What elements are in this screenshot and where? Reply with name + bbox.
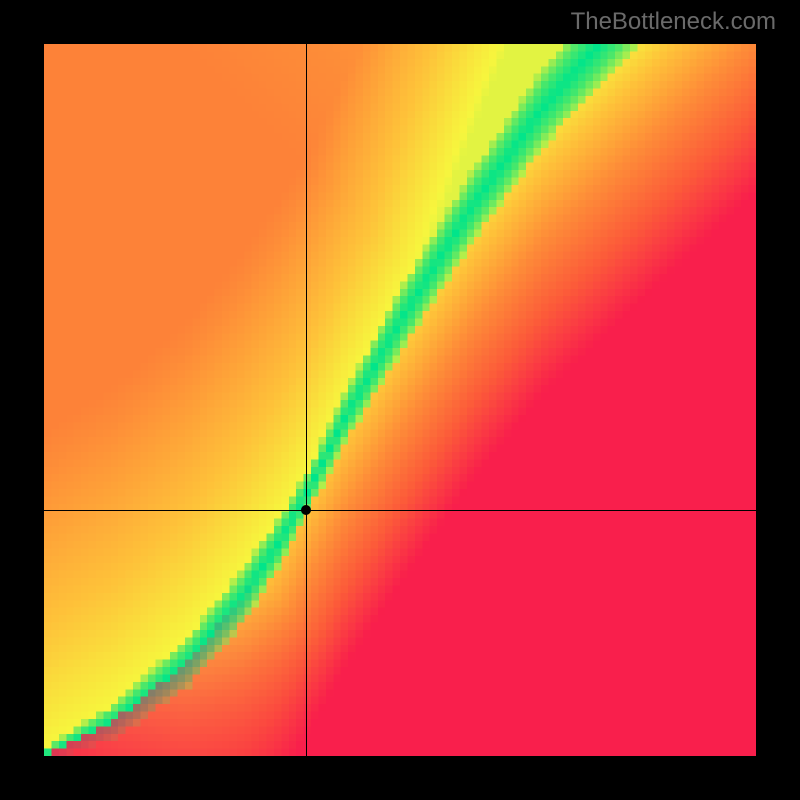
heatmap-plot (44, 44, 756, 756)
heatmap-canvas (44, 44, 756, 756)
crosshair-vertical (306, 44, 307, 756)
watermark-text: TheBottleneck.com (571, 8, 776, 36)
crosshair-horizontal (44, 510, 756, 511)
crosshair-marker (301, 505, 311, 515)
